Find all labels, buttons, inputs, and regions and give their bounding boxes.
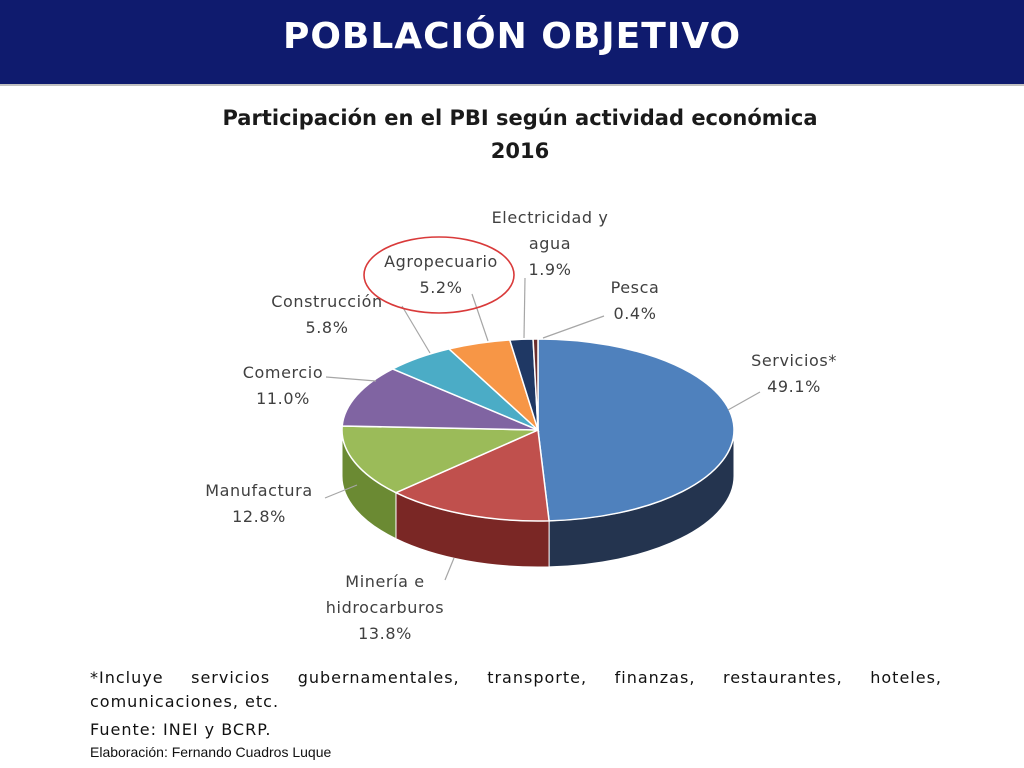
pie-depth-layer (341, 429, 735, 568)
page-title: POBLACIÓN OBJETIVO (282, 16, 742, 57)
data-label-comercio: Comercio 11.0% (243, 363, 323, 408)
leader-line-manufactura (324, 484, 358, 499)
chart-title: Participación en el PBI según actividad … (0, 102, 1024, 168)
source-note: Fuente: INEI y BCRP. (90, 720, 272, 739)
data-label-manufactura: Manufactura 12.8% (205, 481, 313, 526)
leader-line-comercio (325, 376, 377, 382)
slice-servicios (537, 338, 735, 522)
leader-line-construccion (401, 305, 431, 354)
slice-comercio (341, 368, 539, 431)
leader-line-servicios (727, 391, 761, 411)
leader-line-agropecuario (471, 293, 489, 342)
data-label-construccion: Construcción 5.8% (271, 292, 383, 337)
chart-title-text: Participación en el PBI según actividad … (222, 106, 818, 130)
footnote: *Incluye servicios gubernamentales, tran… (90, 668, 942, 711)
slice-mineria-e-hidrocarburos (394, 428, 550, 522)
chart-subtitle: 2016 (490, 139, 550, 163)
data-label-pesca: Pesca 0.4% (611, 278, 660, 323)
pie-top-layer (341, 338, 735, 522)
leader-line-electricidad-y-agua (523, 277, 526, 339)
highlight-circle (363, 236, 515, 314)
leader-line-pesca (542, 315, 605, 339)
slice-pesca (532, 338, 539, 431)
data-label-servicios: Servicios* 49.1% (751, 351, 837, 396)
data-label-electricidad-y-agua: Electricidad y agua 1.9% (492, 208, 609, 279)
credit-note: Elaboración: Fernando Cuadros Luque (90, 744, 332, 760)
slice-labels: Servicios* 49.1% Minería e hidrocarburos 13.… (205, 208, 837, 643)
data-label-mineria-e-hidrocarburos: Minería e hidrocarburos 13.8% (326, 572, 444, 643)
leader-lines (324, 277, 761, 581)
header-bar: POBLACIÓN OBJETIVO (0, 0, 1024, 86)
leader-line-mineria-e-hidrocarburos (444, 557, 455, 581)
data-label-agropecuario: Agropecuario 5.2% (384, 252, 498, 297)
slice-manufactura (341, 425, 539, 494)
